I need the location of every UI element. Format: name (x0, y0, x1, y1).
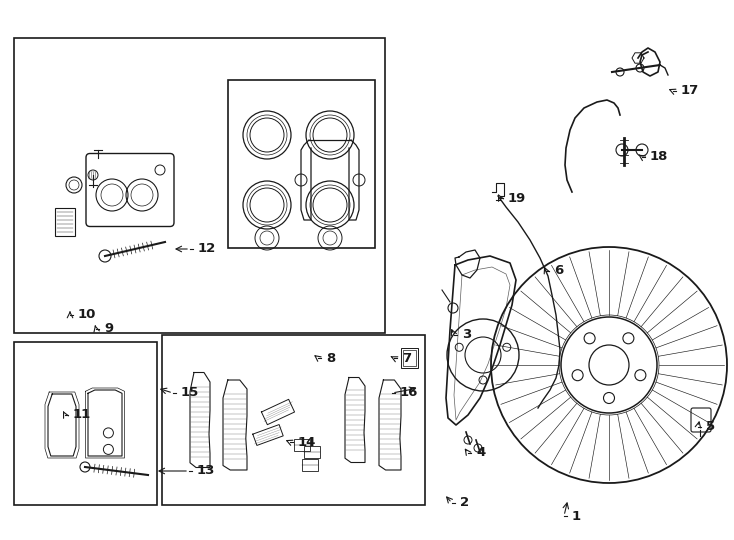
Text: 16: 16 (400, 387, 418, 400)
Bar (162, 335, 425, 505)
Text: 12: 12 (198, 242, 217, 255)
Text: 2: 2 (460, 496, 469, 510)
Text: 11: 11 (73, 408, 91, 422)
Text: 15: 15 (181, 387, 199, 400)
Bar (294, 439, 310, 451)
Text: 1: 1 (572, 510, 581, 523)
Text: 6: 6 (554, 265, 563, 278)
Bar (14, 38, 385, 333)
Bar (403, 350, 416, 366)
Text: 13: 13 (197, 464, 215, 477)
Bar (401, 348, 418, 368)
Text: 14: 14 (298, 435, 316, 449)
Text: 19: 19 (508, 192, 526, 205)
Text: 9: 9 (104, 322, 113, 335)
Text: 3: 3 (462, 328, 471, 341)
Text: 18: 18 (650, 151, 669, 164)
Bar (228, 80, 375, 248)
Bar (14, 342, 157, 505)
Text: 4: 4 (476, 447, 485, 460)
Text: 8: 8 (326, 352, 335, 365)
Text: 7: 7 (402, 352, 411, 365)
Bar (302, 459, 318, 471)
Text: 10: 10 (78, 308, 96, 321)
Text: 5: 5 (706, 421, 715, 434)
Text: 17: 17 (681, 84, 700, 98)
Bar (304, 446, 320, 458)
Bar (55, 208, 75, 236)
